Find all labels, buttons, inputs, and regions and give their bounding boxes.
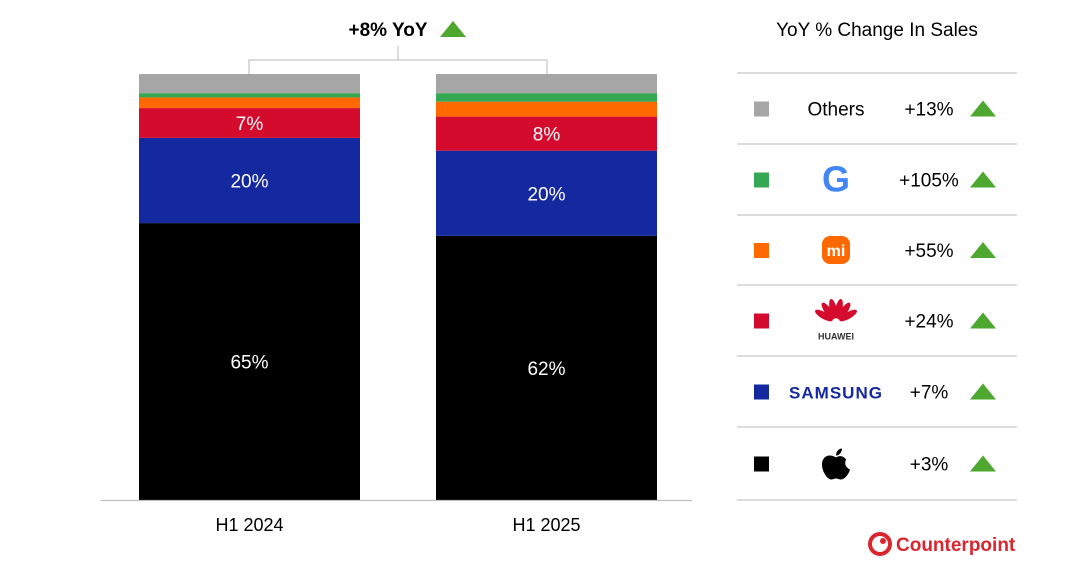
yoy-change-value: +105% <box>899 171 959 192</box>
legend-swatch <box>754 313 769 329</box>
bar-segment-google <box>139 93 360 98</box>
data-label: 62% <box>527 359 565 380</box>
bar-segment-samsung <box>139 137 360 224</box>
legend-title: YoY % Change In Sales <box>776 20 978 41</box>
triangle-up-icon <box>970 100 996 117</box>
legend-swatch <box>754 243 769 258</box>
xiaomi-logo-icon <box>822 236 850 264</box>
huawei-petal <box>821 302 835 320</box>
legend-row-xiaomi: mi +55% <box>754 236 996 264</box>
triangle-up-icon <box>970 312 996 329</box>
bar-segment-others <box>139 74 360 94</box>
triangle-up-icon <box>970 171 996 188</box>
legend-row-samsung: SAMSUNG +7% <box>754 383 996 404</box>
data-label: 7% <box>236 114 264 135</box>
triangle-up-icon <box>970 383 996 400</box>
huawei-logo-text: HUAWEI <box>818 332 854 342</box>
legend-swatch <box>754 101 769 117</box>
yoy-bracket <box>248 46 548 74</box>
legend-swatch <box>754 172 769 188</box>
x-tick-label: H1 2024 <box>215 515 283 535</box>
huawei-petal <box>837 302 851 320</box>
data-label: 20% <box>230 172 268 193</box>
counterpoint-logo-text: Counterpoint <box>896 535 1016 556</box>
legend-row-others: Others +13% <box>754 100 996 121</box>
legend-swatch <box>754 384 769 400</box>
bar-segment-google <box>436 93 657 102</box>
bars-group: +8% YoY 65% 20% 7% H1 2024 62% 20% 8% H1 2025 <box>101 20 692 535</box>
data-label: 8% <box>533 125 561 146</box>
bar-segment-xiaomi <box>436 101 657 117</box>
data-label: 65% <box>230 353 268 374</box>
yoy-change-value: +24% <box>904 312 953 333</box>
counterpoint-logo-icon <box>868 532 892 556</box>
google-logo-icon: G <box>822 159 850 200</box>
counterpoint-logo: Counterpoint <box>868 532 1016 556</box>
bar-segment-samsung <box>436 150 657 236</box>
bar-segment-huawei <box>436 116 657 151</box>
bar-segment-xiaomi <box>139 97 360 109</box>
yoy-annotation: +8% YoY <box>348 20 427 41</box>
brand-label: Others <box>807 100 864 121</box>
data-label: 20% <box>527 184 565 205</box>
x-tick-label: H1 2025 <box>512 515 580 535</box>
xiaomi-logo-text: mi <box>827 243 846 260</box>
apple-logo-icon <box>822 448 850 480</box>
huawei-logo-icon <box>815 298 857 322</box>
huawei-petal <box>815 309 833 322</box>
samsung-logo-icon: SAMSUNG <box>789 384 883 403</box>
yoy-change-value: +3% <box>910 455 949 476</box>
legend-group: YoY % Change In Sales Others +13% G +105% mi +… <box>737 20 1017 556</box>
bar-segment-apple <box>436 235 657 500</box>
huawei-petal <box>839 309 857 322</box>
yoy-change-value: +7% <box>910 383 949 404</box>
legend-row-apple: +3% <box>754 448 996 480</box>
triangle-up-icon <box>970 455 996 472</box>
bar-segment-huawei <box>139 108 360 138</box>
legend-swatch <box>754 456 769 472</box>
yoy-change-value: +55% <box>904 241 953 262</box>
triangle-up-icon <box>440 21 466 37</box>
bar-segment-apple <box>139 223 360 500</box>
legend-row-huawei: HUAWEI +24% <box>754 298 996 342</box>
legend-row-google: G +105% <box>754 159 996 200</box>
counterpoint-logo-dot <box>880 538 886 544</box>
triangle-up-icon <box>970 242 996 258</box>
bar-segment-others <box>436 74 657 94</box>
yoy-change-value: +13% <box>904 100 953 121</box>
